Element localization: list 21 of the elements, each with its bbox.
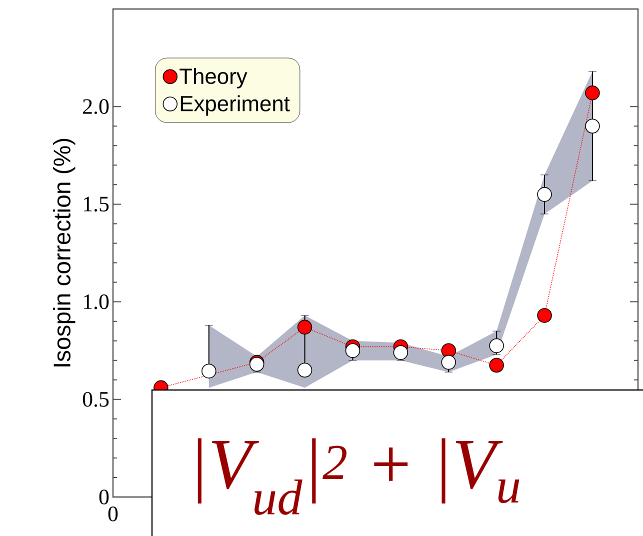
- legend-label: Theory: [180, 68, 248, 88]
- y-tick-label: 1.0: [84, 294, 109, 310]
- point: [537, 308, 552, 323]
- y-axis-title: Isospin correction (%): [52, 138, 76, 366]
- annotation: |V$_{ud}$|$^{2}$ + |V$_{u}$: [198, 438, 520, 515]
- point: [441, 354, 456, 370]
- point: [297, 320, 312, 335]
- point: [489, 358, 504, 373]
- y-tick-label: 1.5: [84, 196, 109, 212]
- y-tick-label: 0.5: [82, 392, 109, 407]
- point: [345, 343, 360, 358]
- y-tick-label: 0: [99, 490, 109, 504]
- y-tick-label: 2.0: [83, 99, 109, 114]
- point: [202, 364, 216, 378]
- point: [393, 345, 408, 360]
- point: [297, 362, 312, 378]
- point: [585, 86, 600, 100]
- legend-label: Experiment: [180, 95, 290, 116]
- point: [441, 343, 456, 358]
- point: [537, 187, 552, 202]
- point: [585, 118, 600, 134]
